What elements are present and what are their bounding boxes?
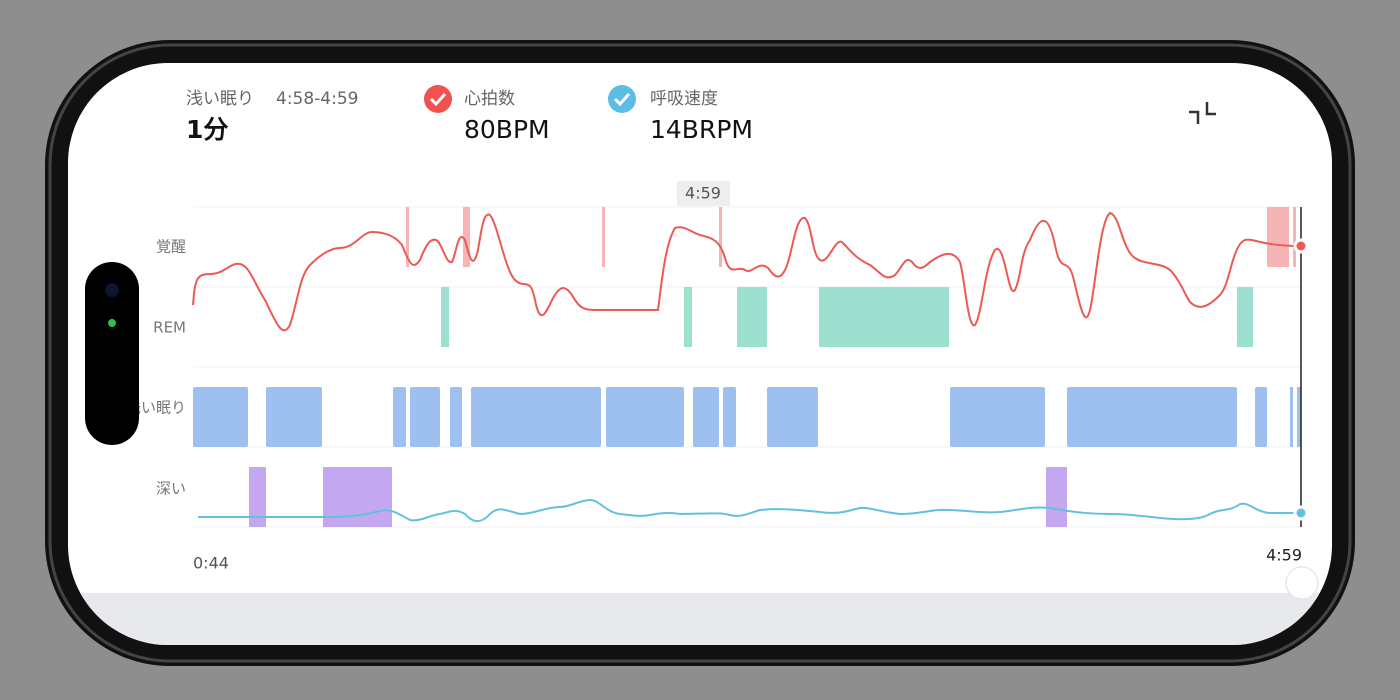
check: [613, 92, 631, 107]
cursor-time: 4:59: [685, 184, 721, 203]
collapse-button[interactable]: [1189, 102, 1216, 124]
heart-rate-line: [192, 211, 1302, 332]
metric-value: 80BPM: [464, 115, 550, 144]
stage-name: 浅い眠り: [186, 89, 254, 109]
stage-label: REM: [153, 319, 186, 337]
end-time: 4:59: [1266, 546, 1302, 565]
respiration-line: [198, 498, 1301, 523]
metric-label: 呼吸速度: [650, 89, 718, 109]
check: [429, 92, 447, 107]
resp-toggle[interactable]: [608, 85, 636, 113]
bottom-bar: [68, 593, 1332, 645]
camera: [105, 283, 119, 297]
heart-toggle[interactable]: [424, 85, 452, 113]
metric-value: 14BRPM: [650, 115, 753, 144]
heart-dot: [1293, 238, 1309, 254]
cursor-tooltip: [677, 181, 730, 206]
resp-dot: [1293, 505, 1309, 521]
stage-label: 浅い眠り: [126, 399, 186, 417]
camera-island: [85, 262, 139, 445]
screen-bg: [68, 63, 1332, 645]
phone-edge: [48, 43, 1352, 663]
metric-label: 心拍数: [464, 89, 515, 109]
screen: 浅い眠り 4:58-4:59 1分 心拍数 80BPM 呼吸速度 14BRPM …: [68, 63, 1332, 645]
stage-label: 深い: [156, 480, 186, 498]
duration: 1分: [186, 115, 228, 144]
time-range: 4:58-4:59: [276, 89, 359, 109]
start-time: 0:44: [193, 554, 229, 573]
stage-label: 覚醒: [156, 238, 186, 256]
indicator: [108, 319, 116, 327]
scrub-handle[interactable]: [1285, 566, 1319, 600]
